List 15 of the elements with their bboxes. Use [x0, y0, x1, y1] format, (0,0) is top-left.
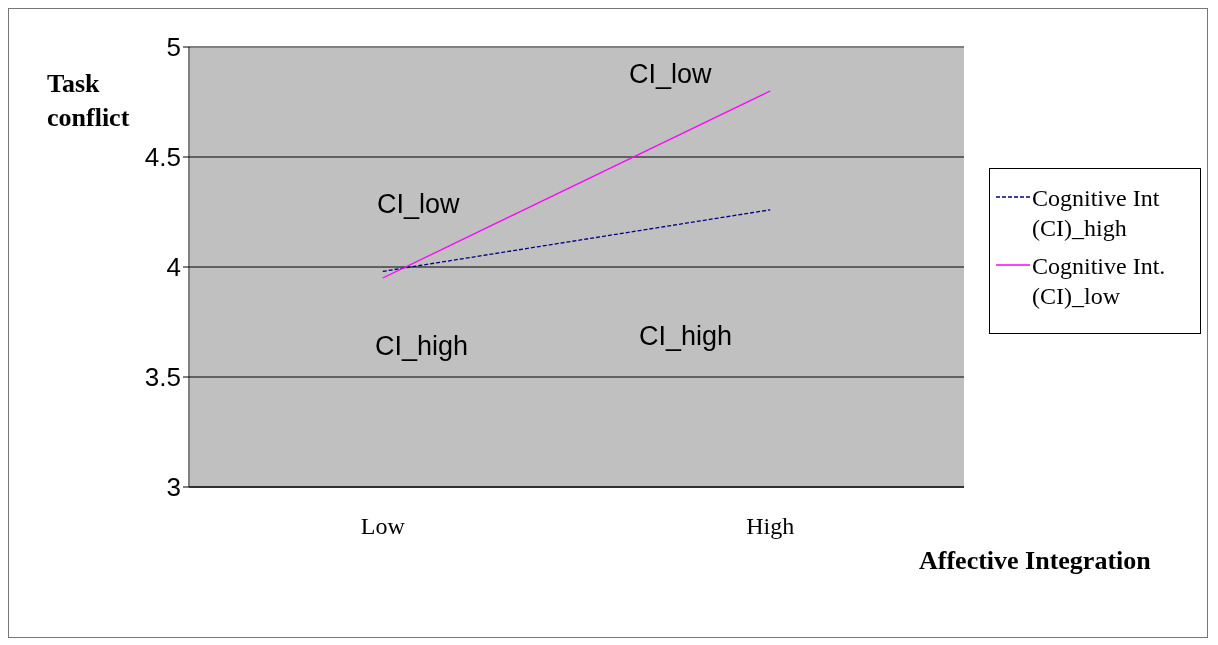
y-tick-label: 3 [166, 472, 181, 503]
annotation: CI_high [639, 321, 733, 352]
y-tick-label: 4.5 [144, 142, 181, 173]
legend-label: Cognitive Int. (CI)_low [1032, 252, 1167, 311]
y-tick-label: 5 [166, 32, 181, 63]
y-tick-label: 3.5 [144, 362, 181, 393]
legend-label: Cognitive Int (CI)_high [1032, 184, 1161, 243]
y-tick-label: 4 [166, 252, 181, 283]
y-axis-title: Task conflict [47, 68, 131, 134]
annotation: CI_low [377, 189, 460, 220]
x-tick-label: High [746, 513, 795, 540]
annotation: CI_high [375, 331, 469, 362]
annotation: CI_low [629, 59, 712, 90]
x-tick-label: Low [360, 513, 406, 540]
x-axis-title: Affective Integration [919, 546, 1152, 576]
